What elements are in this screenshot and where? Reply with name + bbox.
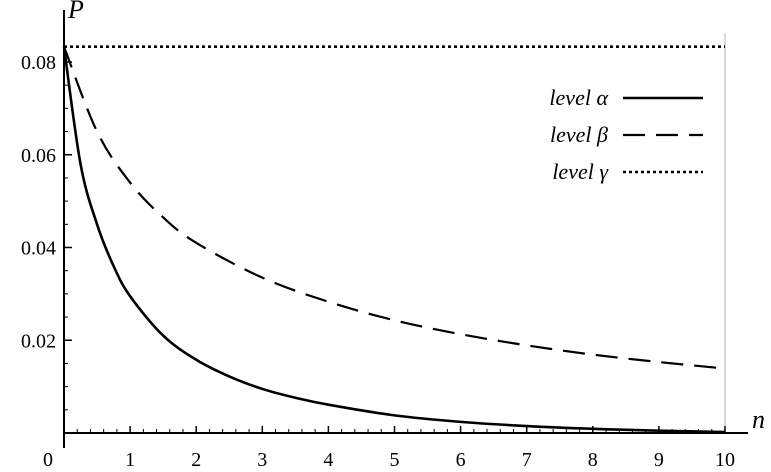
series-layer bbox=[62, 45, 726, 434]
x-tick-label-2: 2 bbox=[191, 449, 201, 471]
x-tick-label-4: 4 bbox=[323, 449, 333, 471]
x-tick-label-5: 5 bbox=[390, 449, 400, 471]
x-tick-label-3: 3 bbox=[257, 449, 267, 471]
y-tick-label-0.04: 0.04 bbox=[21, 238, 56, 260]
x-tick-label-7: 7 bbox=[522, 449, 532, 471]
x-tick-label-8: 8 bbox=[588, 449, 598, 471]
ticks-layer: 0 1 2 3 4 5 6 7 8 9 10 0.02 0.04 0.06 0.08 bbox=[21, 52, 735, 471]
x-tick-label-1: 1 bbox=[125, 449, 135, 471]
series-line-1 bbox=[62, 46, 726, 434]
x-axis-label: n bbox=[752, 405, 765, 434]
y-tick-label-0.08: 0.08 bbox=[21, 52, 56, 74]
x-tick-label-9: 9 bbox=[654, 449, 664, 471]
legend-label-2: level β bbox=[550, 122, 608, 147]
legend: level α level β level γ bbox=[549, 85, 703, 184]
x-tick-label-0: 0 bbox=[43, 449, 53, 471]
legend-label-1: level α bbox=[549, 85, 608, 110]
y-axis-label: P bbox=[67, 0, 84, 24]
x-tick-label-6: 6 bbox=[456, 449, 466, 471]
y-tick-label-0.02: 0.02 bbox=[21, 330, 56, 352]
series-line-2 bbox=[62, 46, 726, 370]
legend-label-3: level γ bbox=[552, 159, 609, 184]
x-tick-label-10: 10 bbox=[715, 449, 735, 471]
y-tick-label-0.06: 0.06 bbox=[21, 145, 56, 167]
axes-layer bbox=[63, 10, 748, 448]
